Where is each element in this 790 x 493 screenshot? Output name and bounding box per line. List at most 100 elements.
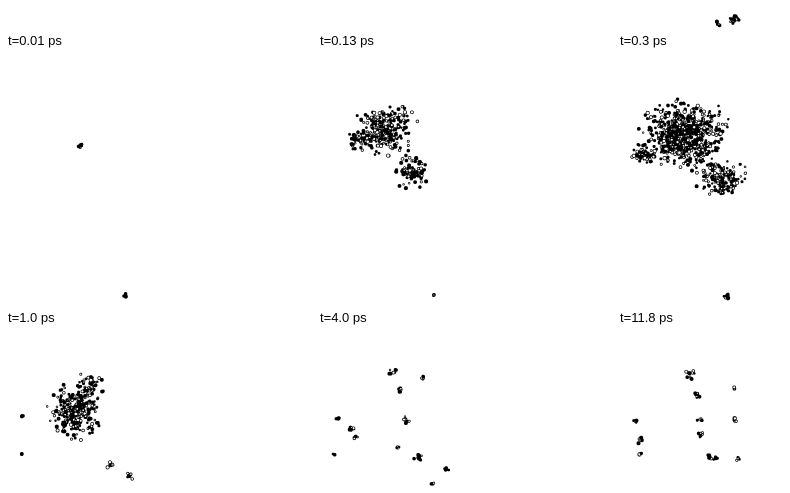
atom	[399, 121, 402, 124]
atom	[399, 147, 401, 149]
atom	[381, 138, 383, 140]
atom	[62, 421, 65, 424]
atom	[79, 439, 82, 442]
atom	[677, 129, 680, 132]
atom	[91, 432, 93, 434]
atom	[411, 166, 413, 168]
atom	[707, 130, 710, 133]
atom	[667, 156, 670, 159]
atom	[653, 139, 655, 141]
atom	[90, 388, 92, 390]
atom	[63, 391, 66, 394]
atom	[676, 141, 679, 144]
atom	[60, 404, 62, 406]
atom	[684, 131, 687, 134]
atom	[685, 121, 687, 123]
atom	[729, 174, 731, 176]
atom	[673, 140, 676, 143]
atom	[708, 193, 710, 195]
atom	[131, 478, 134, 481]
atom	[692, 115, 695, 118]
atom	[62, 400, 65, 403]
atom	[690, 112, 692, 114]
atom	[708, 133, 711, 136]
atom	[52, 393, 55, 396]
atom	[416, 174, 419, 177]
atom	[654, 108, 656, 110]
atom	[654, 127, 656, 129]
atom	[678, 126, 680, 128]
atom	[699, 131, 701, 133]
atom	[730, 180, 733, 183]
atom	[659, 110, 662, 113]
panel-label: t=1.0 ps	[8, 310, 55, 325]
atom	[667, 121, 670, 124]
atom	[86, 393, 88, 395]
atom	[721, 171, 724, 174]
atom	[128, 475, 130, 477]
atom	[720, 137, 723, 140]
atom	[671, 104, 673, 106]
atom	[652, 155, 655, 158]
atom	[637, 127, 640, 130]
atom	[371, 133, 373, 135]
atom	[715, 133, 717, 135]
atom	[739, 458, 741, 460]
atom	[705, 121, 708, 124]
atom	[724, 123, 727, 126]
atom	[709, 163, 712, 166]
atom	[727, 171, 730, 174]
atom	[74, 398, 76, 400]
atom	[385, 134, 388, 137]
atom	[402, 127, 404, 129]
atom	[726, 167, 728, 169]
atom	[49, 420, 51, 422]
atom	[683, 149, 686, 152]
atom	[687, 120, 690, 123]
atom	[373, 121, 375, 123]
atom	[733, 417, 736, 420]
atom	[393, 143, 396, 146]
atom	[701, 133, 703, 135]
atom	[60, 397, 62, 399]
atom	[371, 127, 374, 129]
atom	[67, 403, 69, 405]
atom	[729, 18, 731, 20]
atom	[97, 381, 99, 383]
atom	[376, 144, 379, 147]
atom	[66, 416, 68, 418]
atom	[357, 131, 360, 134]
atom	[398, 119, 400, 121]
atom	[738, 19, 740, 21]
atom	[81, 405, 83, 407]
atom	[366, 132, 368, 134]
atom	[694, 140, 696, 142]
atom	[94, 401, 96, 403]
atom	[720, 167, 722, 169]
atom	[389, 369, 391, 371]
atom	[377, 138, 379, 140]
atom	[80, 415, 83, 418]
atom	[711, 189, 714, 192]
atom	[385, 126, 388, 129]
atom	[66, 421, 68, 423]
atom	[64, 424, 67, 427]
atom	[98, 425, 100, 427]
atom	[353, 133, 355, 135]
atom	[81, 380, 83, 382]
atom	[711, 183, 713, 185]
atom	[390, 124, 393, 127]
atom	[424, 180, 427, 183]
atom	[390, 113, 392, 115]
atom	[658, 134, 661, 137]
atom	[85, 405, 87, 407]
atom	[88, 394, 91, 397]
atom	[414, 181, 417, 184]
atom	[687, 134, 689, 136]
atom	[360, 146, 363, 149]
atom	[726, 126, 728, 128]
atom	[350, 143, 353, 146]
atom	[717, 164, 719, 166]
atom	[70, 396, 73, 399]
atom	[351, 137, 354, 140]
